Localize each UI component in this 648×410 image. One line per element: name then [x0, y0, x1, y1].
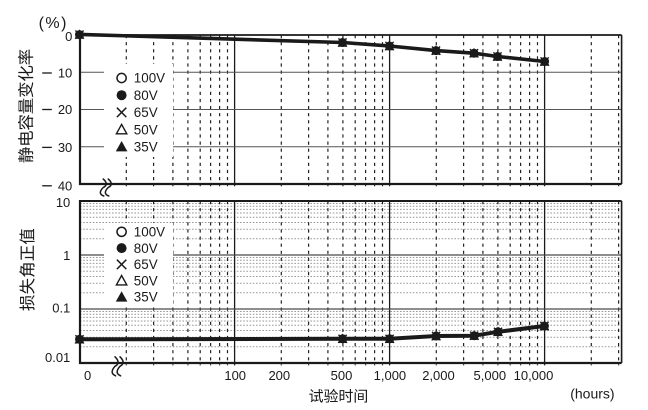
svg-text:1: 1: [63, 248, 70, 263]
svg-text:65V: 65V: [134, 105, 158, 120]
svg-text:35V: 35V: [134, 140, 158, 155]
svg-text:0: 0: [84, 368, 91, 383]
svg-text:2,000: 2,000: [422, 368, 455, 383]
svg-text:80V: 80V: [134, 88, 158, 103]
svg-text:0.1: 0.1: [52, 301, 70, 316]
svg-text:100V: 100V: [134, 225, 165, 240]
svg-text:(%): (%): [39, 15, 68, 32]
svg-text:10: 10: [58, 66, 72, 81]
svg-text:1,000: 1,000: [374, 368, 407, 383]
svg-text:0.01: 0.01: [45, 350, 70, 365]
svg-text:10,000: 10,000: [514, 368, 554, 383]
svg-text:100V: 100V: [134, 71, 165, 86]
svg-text:100: 100: [224, 368, 246, 383]
svg-text:50V: 50V: [134, 273, 158, 288]
svg-text:10: 10: [56, 195, 70, 210]
svg-text:(hours): (hours): [570, 385, 614, 401]
svg-text:5,000: 5,000: [474, 368, 507, 383]
svg-text:40: 40: [58, 178, 72, 193]
svg-text:20: 20: [58, 102, 72, 117]
svg-text:200: 200: [268, 368, 290, 383]
svg-text:0: 0: [65, 29, 72, 44]
svg-text:65V: 65V: [134, 257, 158, 272]
svg-text:35V: 35V: [134, 290, 158, 305]
svg-text:500: 500: [331, 368, 353, 383]
svg-text:80V: 80V: [134, 241, 158, 256]
svg-text:50V: 50V: [134, 122, 158, 137]
svg-text:30: 30: [58, 140, 72, 155]
